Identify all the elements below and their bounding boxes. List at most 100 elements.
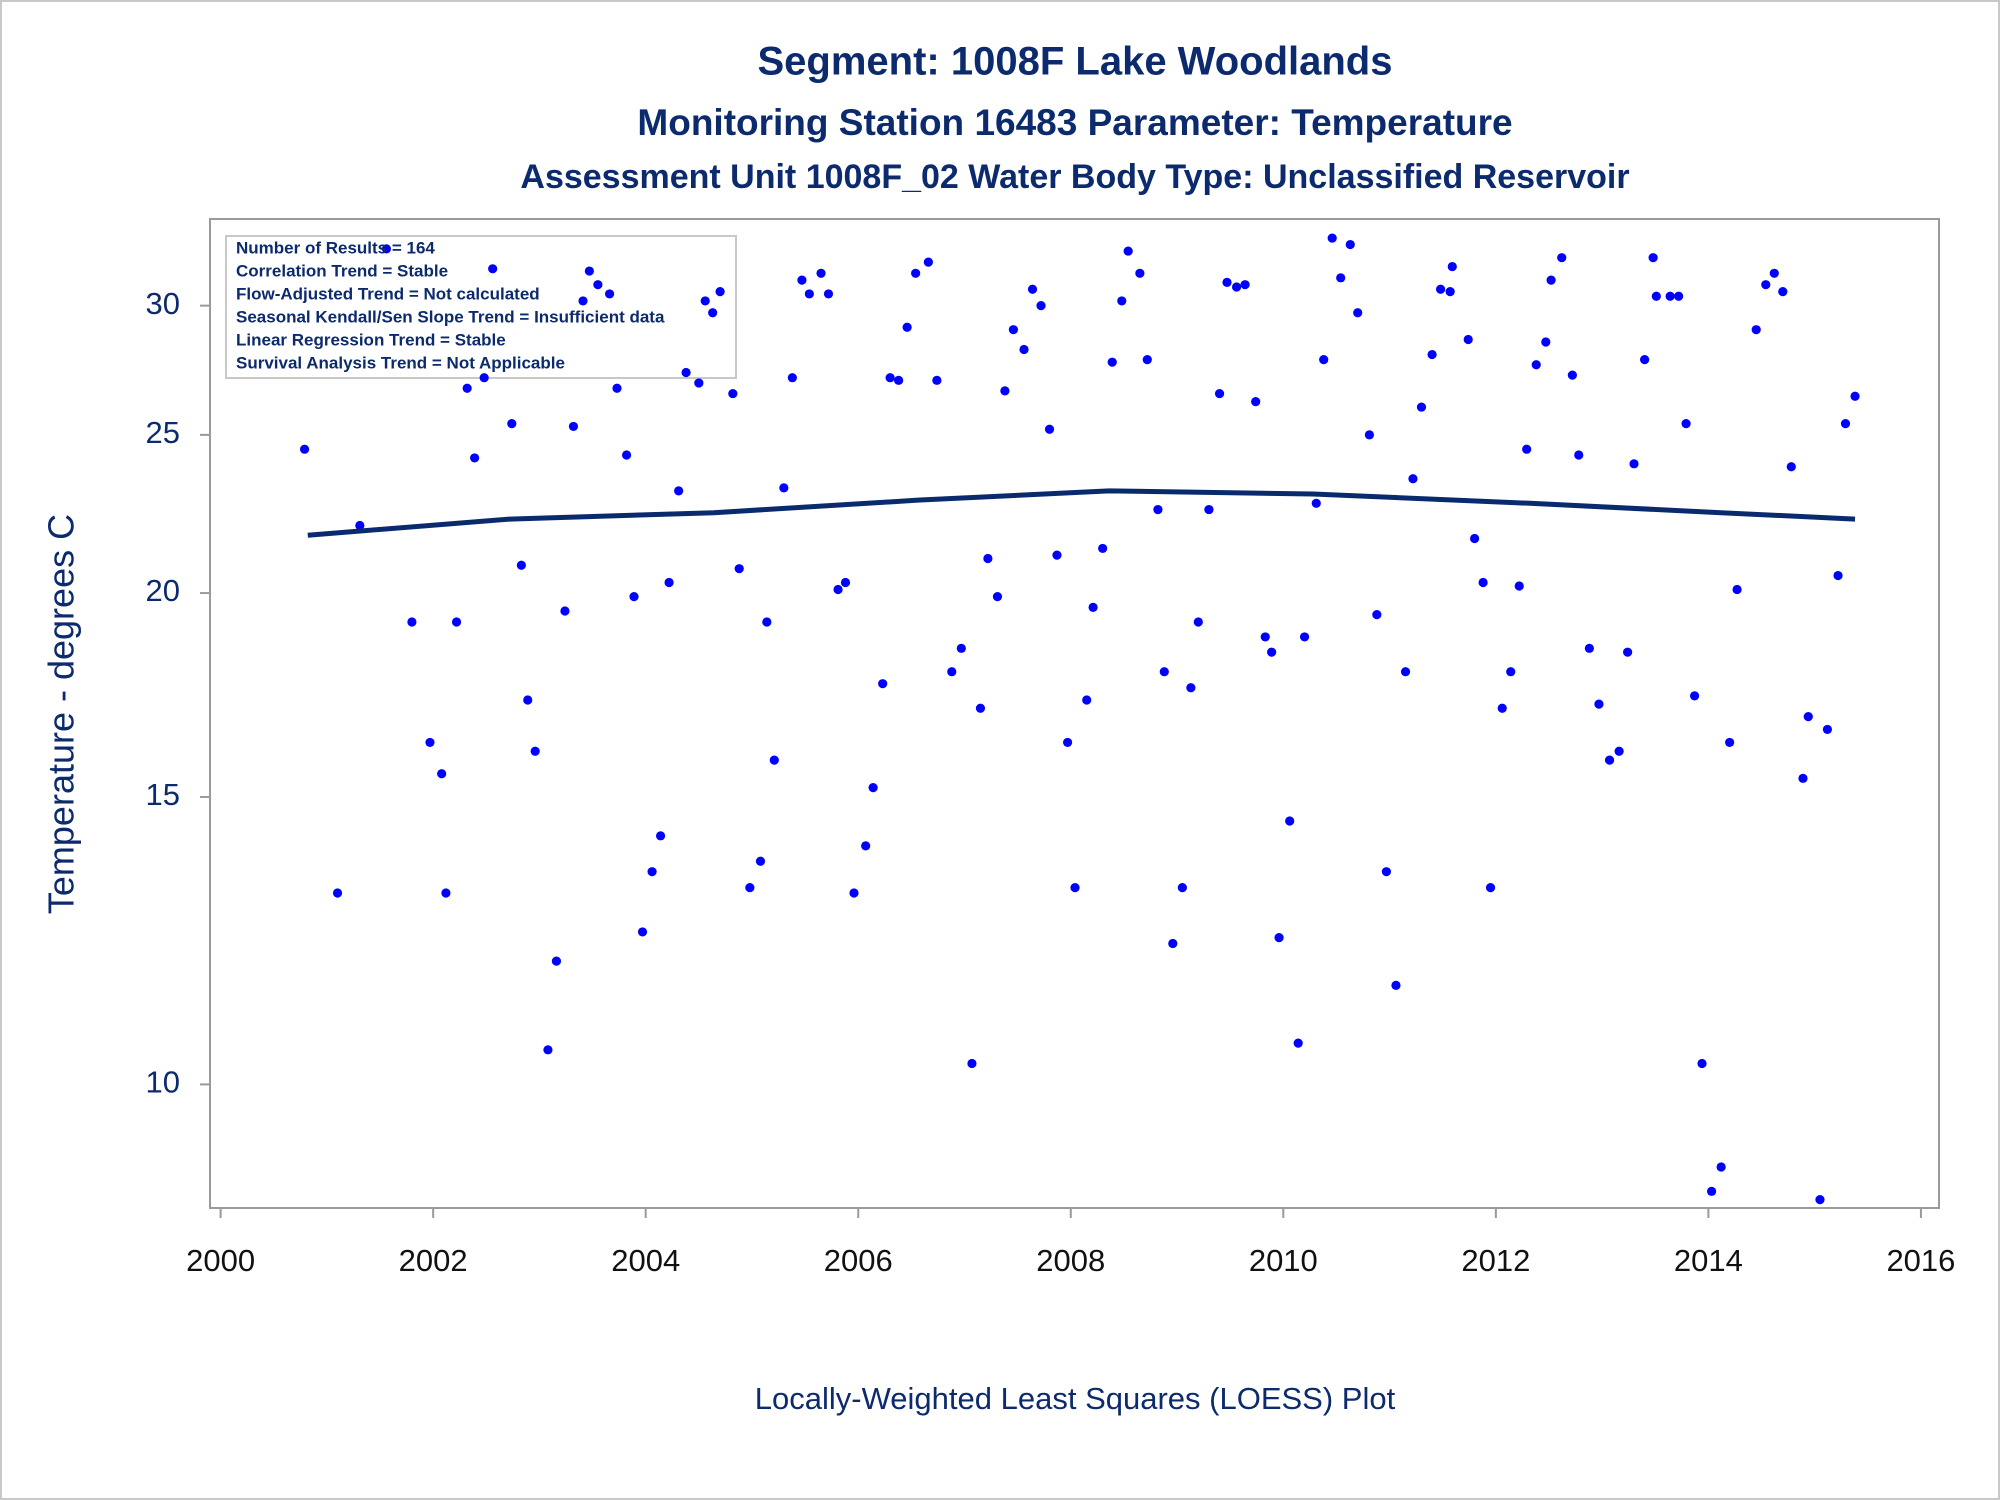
data-point <box>1648 253 1658 263</box>
data-point <box>1193 617 1203 627</box>
data-point <box>816 268 826 278</box>
data-point <box>1123 246 1133 256</box>
data-point <box>868 782 878 793</box>
x-tick-label: 2000 <box>186 1243 255 1278</box>
data-point <box>1427 349 1437 360</box>
data-point <box>647 867 657 877</box>
data-point <box>1674 291 1684 301</box>
data-point <box>1274 933 1284 943</box>
data-point <box>1088 602 1098 612</box>
data-point <box>1135 268 1145 278</box>
data-point <box>1447 261 1457 272</box>
data-point <box>523 695 533 705</box>
data-point <box>840 577 851 588</box>
data-point <box>694 378 704 388</box>
data-point <box>992 592 1003 602</box>
x-tick-label: 2016 <box>1886 1243 1955 1278</box>
data-point <box>1485 883 1496 893</box>
data-point <box>734 564 744 574</box>
data-point <box>1260 632 1270 642</box>
data-point <box>1435 284 1446 294</box>
y-tick-label: 20 <box>146 573 180 608</box>
data-point <box>578 296 588 306</box>
data-point <box>1408 474 1418 484</box>
x-tick-label: 2006 <box>824 1243 893 1278</box>
data-point <box>332 888 343 898</box>
plot-frame <box>209 218 1940 1209</box>
data-point <box>1381 867 1392 877</box>
data-point <box>1036 301 1046 311</box>
data-point <box>1778 286 1788 297</box>
data-point <box>1584 643 1594 653</box>
info-text: Linear Regression Trend = Stable <box>236 330 506 349</box>
data-point <box>560 606 570 616</box>
info-box <box>225 235 737 379</box>
data-point <box>1345 239 1355 250</box>
data-point <box>470 453 480 463</box>
data-point <box>1531 360 1541 370</box>
data-point <box>1514 581 1524 591</box>
data-point <box>655 831 666 841</box>
x-tick-label: 2004 <box>611 1243 680 1278</box>
data-point <box>1240 280 1250 290</box>
data-point <box>715 286 725 297</box>
data-point <box>1478 577 1488 588</box>
data-point <box>441 888 451 898</box>
y-axis-label: Temperature - degrees C <box>41 514 82 914</box>
data-point <box>1285 816 1295 826</box>
data-point <box>1497 703 1507 713</box>
data-point <box>516 560 526 570</box>
data-point <box>1665 291 1675 301</box>
data-point <box>1214 388 1225 399</box>
data-point <box>911 268 921 278</box>
data-point <box>593 280 603 290</box>
data-point <box>1822 724 1833 735</box>
data-point <box>1798 773 1808 783</box>
data-point <box>488 264 498 274</box>
data-point <box>823 289 834 299</box>
data-point <box>1353 308 1363 318</box>
data-point <box>1159 667 1169 677</box>
footnote: Locally-Weighted Least Squares (LOESS) P… <box>755 1381 1396 1416</box>
data-point <box>932 375 942 385</box>
data-point <box>1697 1058 1707 1069</box>
data-point <box>612 383 622 393</box>
data-point <box>923 257 933 267</box>
data-point <box>1594 699 1604 709</box>
data-point <box>947 667 957 677</box>
data-point <box>1372 610 1382 620</box>
data-point <box>584 266 594 276</box>
data-point <box>1833 570 1843 581</box>
data-point <box>1640 355 1650 365</box>
data-point <box>1044 424 1055 434</box>
data-point <box>1786 462 1796 472</box>
data-point <box>462 383 472 393</box>
data-point <box>1142 355 1152 365</box>
info-text: Number of Results = 164 <box>236 238 435 257</box>
chart-subtitle: Monitoring Station 16483 Parameter: Temp… <box>637 102 1512 143</box>
data-point <box>1222 277 1232 287</box>
y-tick-label: 15 <box>146 777 180 812</box>
data-point <box>1681 419 1691 429</box>
data-point <box>1574 450 1584 460</box>
data-point <box>878 679 888 689</box>
data-point <box>1751 325 1761 335</box>
data-point <box>1364 430 1374 440</box>
x-tick-label: 2012 <box>1461 1243 1530 1278</box>
data-point <box>804 289 814 299</box>
data-point <box>1445 286 1455 297</box>
data-point <box>621 450 632 460</box>
chart-subtitle: Assessment Unit 1008F_02 Water Body Type… <box>520 158 1629 196</box>
data-point <box>1732 584 1742 595</box>
data-point <box>543 1045 553 1055</box>
data-point <box>1761 280 1771 290</box>
data-point <box>1522 444 1532 454</box>
data-point <box>902 322 912 332</box>
data-point <box>1319 355 1329 365</box>
info-text: Flow-Adjusted Trend = Not calculated <box>236 284 540 303</box>
x-tick-label: 2008 <box>1036 1243 1105 1278</box>
data-point <box>1008 325 1018 335</box>
data-point <box>849 888 859 898</box>
data-point <box>1117 296 1127 306</box>
data-point <box>762 617 772 627</box>
